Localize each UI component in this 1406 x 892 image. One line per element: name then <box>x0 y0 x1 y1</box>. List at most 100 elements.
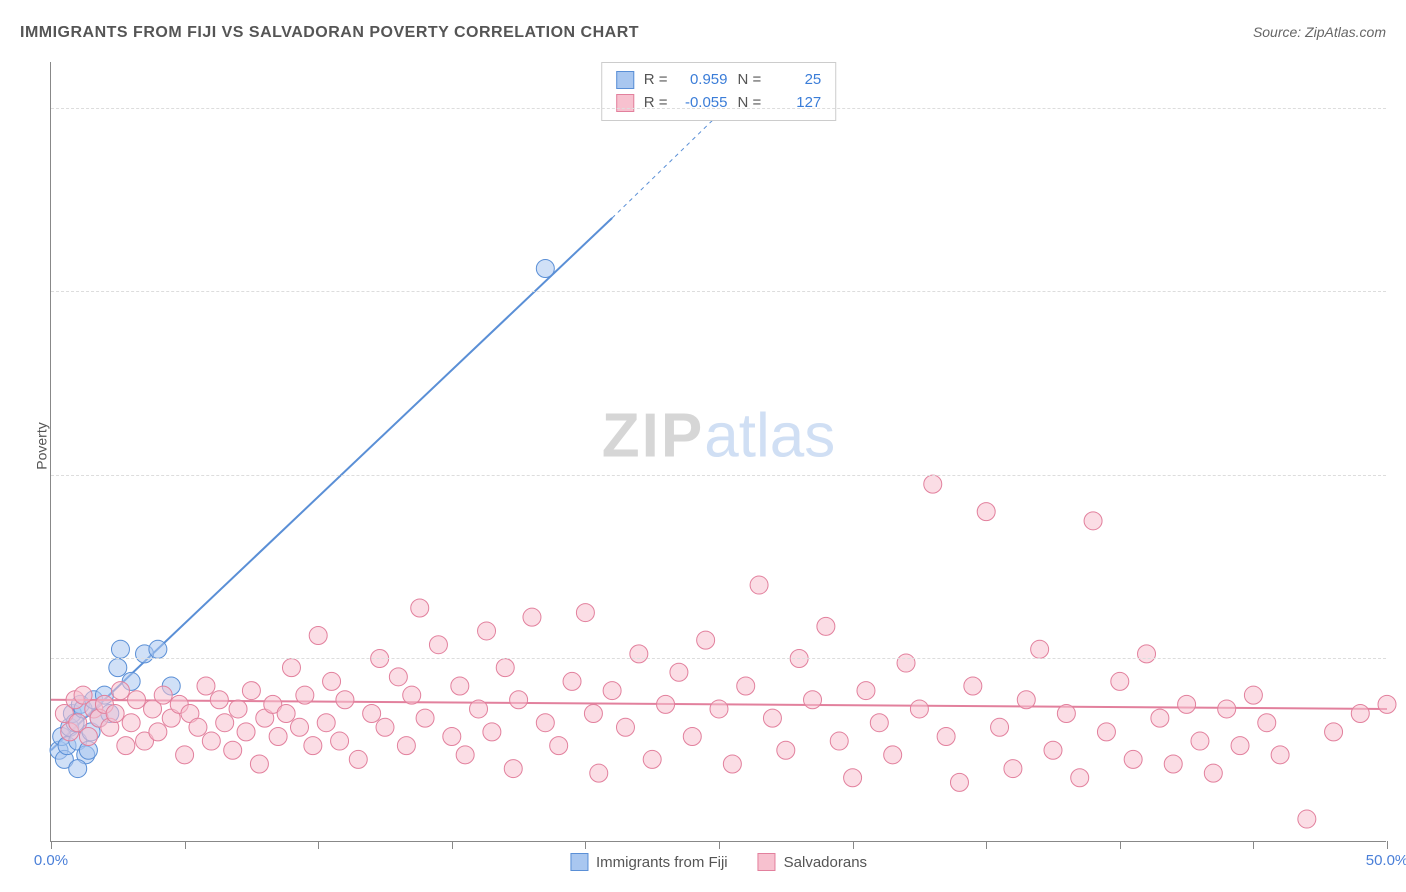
legend-row: R =-0.055N =127 <box>616 92 822 115</box>
data-point <box>817 617 835 635</box>
source-attribution: Source: ZipAtlas.com <box>1253 24 1386 40</box>
data-point <box>111 682 129 700</box>
legend-n-label: N = <box>738 69 762 92</box>
data-point <box>411 599 429 617</box>
data-point <box>237 723 255 741</box>
data-point <box>630 645 648 663</box>
data-point <box>536 259 554 277</box>
data-point <box>964 677 982 695</box>
data-point <box>1111 672 1129 690</box>
data-point <box>1204 764 1222 782</box>
data-point <box>1178 695 1196 713</box>
data-point <box>563 672 581 690</box>
data-point <box>79 727 97 745</box>
data-point <box>1258 714 1276 732</box>
data-point <box>550 737 568 755</box>
data-point <box>106 705 124 723</box>
data-point <box>242 682 260 700</box>
data-point <box>296 686 314 704</box>
x-tick <box>986 841 987 849</box>
data-point <box>536 714 554 732</box>
correlation-legend: R =0.959N =25R =-0.055N =127 <box>601 62 837 121</box>
x-tick <box>719 841 720 849</box>
data-point <box>429 636 447 654</box>
data-point <box>1218 700 1236 718</box>
data-point <box>510 691 528 709</box>
x-tick <box>1120 841 1121 849</box>
data-point <box>1191 732 1209 750</box>
legend-row: R = 0.959 N = 25 <box>616 69 822 92</box>
data-point <box>389 668 407 686</box>
gridline <box>51 108 1386 109</box>
data-point <box>109 659 127 677</box>
legend-swatch <box>616 71 634 89</box>
data-point <box>331 732 349 750</box>
legend-r-value: -0.055 <box>678 92 728 115</box>
gridline <box>51 475 1386 476</box>
trend-line <box>51 218 612 750</box>
data-point <box>250 755 268 773</box>
plot-area: ZIPatlas R =0.959N =25R =-0.055N =127 Im… <box>50 62 1386 842</box>
data-point <box>282 659 300 677</box>
legend-r-label: R = <box>644 69 668 92</box>
data-point <box>149 723 167 741</box>
data-point <box>478 622 496 640</box>
data-point <box>884 746 902 764</box>
data-point <box>737 677 755 695</box>
x-tick <box>185 841 186 849</box>
data-point <box>991 718 1009 736</box>
chart-title: IMMIGRANTS FROM FIJI VS SALVADORAN POVER… <box>20 24 639 42</box>
legend-r-label: R = <box>644 92 668 115</box>
data-point <box>523 608 541 626</box>
legend-r-value: 0.959 <box>678 69 728 92</box>
data-point <box>697 631 715 649</box>
x-tick <box>853 841 854 849</box>
legend-label: Salvadorans <box>784 854 867 871</box>
data-point <box>804 691 822 709</box>
data-point <box>683 727 701 745</box>
data-point <box>1138 645 1156 663</box>
data-point <box>154 686 172 704</box>
data-point <box>1044 741 1062 759</box>
legend-n-label: N = <box>738 92 762 115</box>
x-tick <box>585 841 586 849</box>
data-point <box>1351 705 1369 723</box>
legend-item: Immigrants from Fiji <box>570 853 728 871</box>
data-point <box>710 700 728 718</box>
data-point <box>1124 750 1142 768</box>
data-point <box>910 700 928 718</box>
data-point <box>202 732 220 750</box>
data-point <box>1084 512 1102 530</box>
data-point <box>924 475 942 493</box>
data-point <box>723 755 741 773</box>
data-point <box>504 760 522 778</box>
plot-svg <box>51 62 1386 841</box>
series-legend: Immigrants from Fiji Salvadorans <box>570 853 867 871</box>
legend-n-value: 25 <box>771 69 821 92</box>
data-point <box>950 773 968 791</box>
x-tick-label: 0.0% <box>34 852 68 869</box>
data-point <box>870 714 888 732</box>
data-point <box>309 627 327 645</box>
x-tick <box>51 841 52 849</box>
data-point <box>643 750 661 768</box>
data-point <box>657 695 675 713</box>
data-point <box>317 714 335 732</box>
data-point <box>576 604 594 622</box>
x-tick-label: 50.0% <box>1366 852 1406 869</box>
data-point <box>128 691 146 709</box>
data-point <box>224 741 242 759</box>
data-point <box>290 718 308 736</box>
data-point <box>149 640 167 658</box>
data-point <box>844 769 862 787</box>
x-tick <box>318 841 319 849</box>
legend-item: Salvadorans <box>758 853 867 871</box>
data-point <box>763 709 781 727</box>
data-point <box>1071 769 1089 787</box>
data-point <box>176 746 194 764</box>
legend-swatch <box>570 853 588 871</box>
data-point <box>857 682 875 700</box>
data-point <box>416 709 434 727</box>
data-point <box>443 727 461 745</box>
data-point <box>483 723 501 741</box>
